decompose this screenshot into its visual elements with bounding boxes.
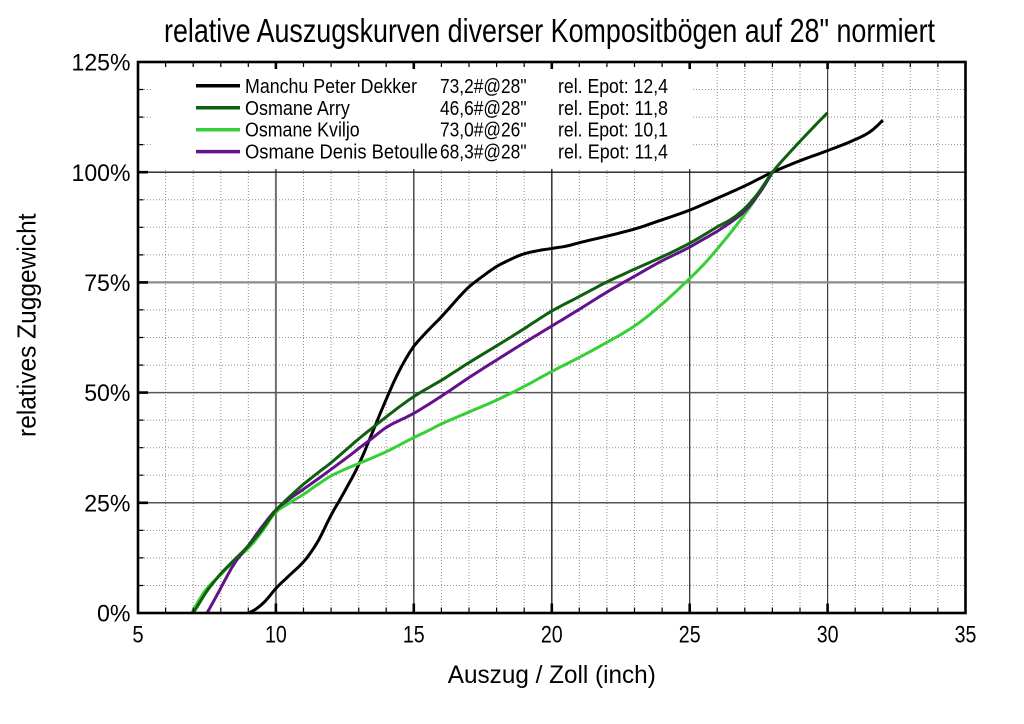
svg-text:50%: 50% [84, 380, 130, 407]
svg-text:rel. Epot: 11,8: rel. Epot: 11,8 [558, 98, 668, 120]
svg-text:0%: 0% [97, 601, 131, 628]
svg-text:relatives Zuggewicht: relatives Zuggewicht [12, 213, 42, 437]
svg-text:46,6#@28": 46,6#@28" [440, 98, 527, 120]
svg-text:Osmane Denis Betoulle: Osmane Denis Betoulle [245, 142, 438, 164]
svg-text:10: 10 [265, 622, 287, 649]
svg-text:25: 25 [679, 622, 701, 649]
svg-text:25%: 25% [84, 490, 130, 517]
svg-text:Osmane Kviljo: Osmane Kviljo [245, 120, 360, 142]
svg-text:Osmane Arry: Osmane Arry [245, 98, 350, 120]
svg-text:Manchu Peter Dekker: Manchu Peter Dekker [245, 76, 417, 98]
svg-text:30: 30 [817, 622, 839, 649]
svg-text:68,3#@28": 68,3#@28" [440, 142, 527, 164]
svg-text:rel. Epot: 11,4: rel. Epot: 11,4 [558, 142, 668, 164]
svg-text:5: 5 [132, 622, 143, 649]
svg-text:125%: 125% [72, 50, 131, 77]
svg-text:rel. Epot: 12,4: rel. Epot: 12,4 [558, 76, 668, 98]
svg-text:100%: 100% [72, 160, 131, 187]
svg-text:15: 15 [403, 622, 425, 649]
svg-text:20: 20 [541, 622, 563, 649]
svg-text:35: 35 [955, 622, 977, 649]
svg-text:relative Auszugskurven diverse: relative Auszugskurven diverser Komposit… [164, 12, 935, 49]
svg-text:Auszug / Zoll (inch): Auszug / Zoll (inch) [448, 661, 656, 689]
svg-text:75%: 75% [84, 270, 130, 297]
svg-text:73,0#@26": 73,0#@26" [440, 120, 527, 142]
svg-text:rel. Epot: 10,1: rel. Epot: 10,1 [558, 120, 668, 142]
svg-text:73,2#@28": 73,2#@28" [440, 76, 527, 98]
